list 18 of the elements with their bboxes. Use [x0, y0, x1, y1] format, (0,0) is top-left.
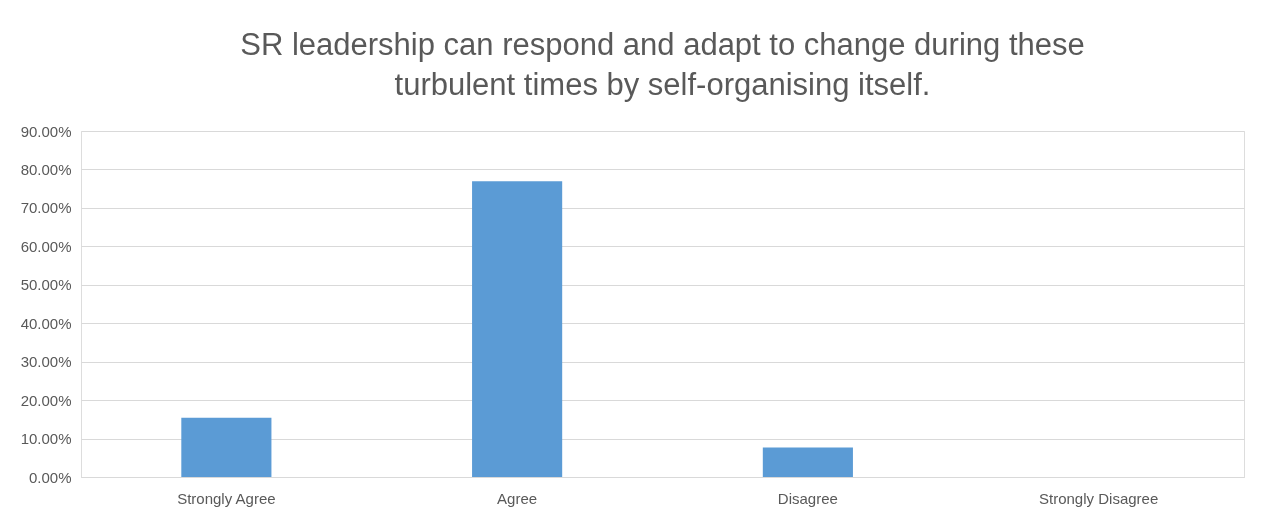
- y-tick-label: 90.00%: [20, 122, 72, 140]
- y-tick-label: 0.00%: [28, 468, 72, 486]
- y-tick-label: 30.00%: [20, 353, 72, 371]
- bar: [472, 181, 563, 477]
- y-tick-label: 50.00%: [20, 276, 72, 294]
- y-tick-label: 70.00%: [20, 199, 72, 217]
- y-tick-label: 40.00%: [20, 314, 72, 332]
- y-tick-label: 20.00%: [20, 391, 72, 409]
- y-tick-label: 60.00%: [20, 237, 72, 255]
- x-tick-label: Disagree: [777, 489, 838, 507]
- y-tick-label: 80.00%: [20, 160, 72, 178]
- y-tick-label: 10.00%: [20, 430, 72, 448]
- bar: [762, 447, 853, 477]
- chart-title: SR leadership can respond and adapt to change during these turbulent times by self-organising itself.: [240, 27, 1085, 102]
- x-tick-label: Strongly Agree: [177, 489, 276, 507]
- x-tick-label: Agree: [497, 489, 538, 507]
- bar: [181, 417, 272, 477]
- x-tick-label: Strongly Disagree: [1039, 489, 1159, 507]
